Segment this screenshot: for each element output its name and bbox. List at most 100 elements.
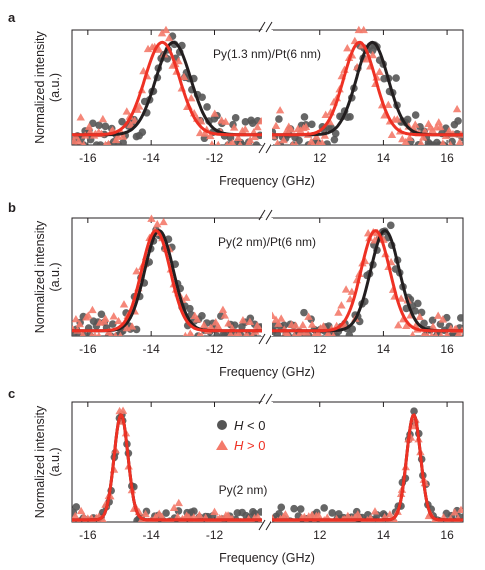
data-point-h-pos <box>227 330 234 336</box>
data-point-h-neg <box>346 113 354 121</box>
data-point-h-pos <box>402 321 411 329</box>
data-point-h-pos <box>405 133 414 142</box>
data-point-h-pos <box>293 140 299 145</box>
data-point-h-pos <box>387 130 397 139</box>
data-point-h-neg <box>138 128 147 136</box>
data-point-h-pos <box>101 314 110 322</box>
data-point-h-pos <box>319 322 328 330</box>
data-point-h-pos <box>433 331 439 336</box>
data-point-h-neg <box>97 310 106 319</box>
fit-curve-h-pos <box>272 40 463 137</box>
data-point-h-pos <box>314 511 323 519</box>
data-point-h-pos <box>96 331 102 336</box>
data-point-h-pos <box>455 138 463 145</box>
data-point-h-neg <box>300 308 308 317</box>
data-point-h-pos <box>119 300 129 308</box>
data-point-h-pos <box>428 322 438 330</box>
data-point-h-neg <box>252 141 261 145</box>
data-point-h-neg <box>275 115 283 123</box>
data-point-h-pos <box>76 113 85 121</box>
fit-curve-h-pos <box>272 229 463 333</box>
data-point-h-neg <box>198 311 206 320</box>
x-tick-label: -14 <box>142 342 160 356</box>
data-point-h-pos <box>141 509 150 518</box>
x-tick-label: 16 <box>440 151 454 165</box>
axis-break-top-b <box>265 21 273 33</box>
data-point-h-pos <box>200 129 210 137</box>
data-point-h-pos <box>417 139 425 145</box>
data-point-h-pos <box>113 331 118 336</box>
data-point-h-pos <box>272 121 281 130</box>
data-point-h-pos <box>114 316 123 325</box>
data-point-h-pos <box>277 314 286 322</box>
data-point-h-pos <box>274 139 281 145</box>
data-point-h-pos <box>401 137 410 145</box>
data-point-h-neg <box>414 299 422 308</box>
data-point-h-pos <box>72 511 80 520</box>
data-point-h-pos <box>284 329 292 336</box>
data-point-h-pos <box>195 510 204 519</box>
panel-letter: c <box>8 386 15 401</box>
data-point-h-neg <box>410 407 418 415</box>
data-point-h-neg <box>386 221 395 230</box>
data-point-h-neg <box>308 120 316 129</box>
data-point-h-pos <box>199 321 209 329</box>
y-axis-unit: (a.u.) <box>48 262 62 291</box>
axis-break-bottom-a <box>258 519 266 531</box>
legend-label: H > 0 <box>234 438 265 453</box>
data-point-h-neg <box>403 115 412 124</box>
data-point-h-neg <box>277 503 286 512</box>
data-point-h-pos <box>195 128 205 137</box>
data-point-h-pos <box>384 100 393 108</box>
data-point-h-pos <box>289 140 295 145</box>
fit-curve-h-pos <box>272 413 463 522</box>
data-point-h-pos <box>221 117 230 125</box>
data-point-h-neg <box>203 103 211 111</box>
plot-area-left <box>72 406 262 522</box>
data-point-h-pos <box>394 320 403 329</box>
data-point-h-pos <box>444 126 454 135</box>
data-point-h-pos <box>438 315 447 323</box>
data-point-h-pos <box>318 138 326 145</box>
data-point-h-pos <box>85 127 95 135</box>
data-point-h-neg <box>118 117 126 126</box>
data-point-h-pos <box>192 315 202 323</box>
data-point-h-pos <box>334 308 343 316</box>
data-point-h-pos <box>143 44 153 53</box>
data-point-h-pos <box>368 50 377 59</box>
plot-area-right <box>272 407 463 522</box>
data-point-h-pos <box>313 328 323 336</box>
data-point-h-neg <box>290 504 298 513</box>
data-point-h-pos <box>132 267 141 275</box>
data-point-h-pos <box>109 312 118 320</box>
data-point-h-pos <box>236 330 243 336</box>
data-point-h-pos <box>223 511 233 519</box>
data-point-h-pos <box>108 331 114 336</box>
data-point-h-pos <box>237 140 243 145</box>
data-point-h-neg <box>119 138 127 145</box>
x-tick-label: -16 <box>79 528 97 542</box>
data-point-h-neg <box>323 140 331 145</box>
data-point-h-pos <box>215 140 221 145</box>
data-point-h-pos <box>343 511 353 520</box>
panel-c: c Normalized intensity (a.u.) Frequency (GH… <box>8 386 464 565</box>
data-point-h-pos <box>157 29 167 37</box>
data-point-h-pos <box>81 140 87 145</box>
data-point-h-pos <box>321 110 330 118</box>
data-point-h-neg <box>392 74 400 82</box>
data-point-h-neg <box>420 319 428 328</box>
panel-b: b Normalized intensity (a.u.) Frequency (GH… <box>8 200 464 379</box>
data-point-h-neg <box>296 505 305 513</box>
data-point-h-neg <box>280 321 289 330</box>
data-point-h-pos <box>380 111 389 119</box>
data-point-h-neg <box>95 121 103 130</box>
data-point-h-pos <box>396 294 406 302</box>
x-tick-label: 16 <box>440 342 454 356</box>
data-point-h-pos <box>256 117 262 125</box>
data-point-h-pos <box>173 512 182 520</box>
data-point-h-pos <box>281 510 290 518</box>
data-point-h-pos <box>310 140 316 145</box>
data-point-h-pos <box>84 311 93 319</box>
plot-area-right <box>272 25 463 145</box>
data-point-h-neg <box>186 304 194 313</box>
